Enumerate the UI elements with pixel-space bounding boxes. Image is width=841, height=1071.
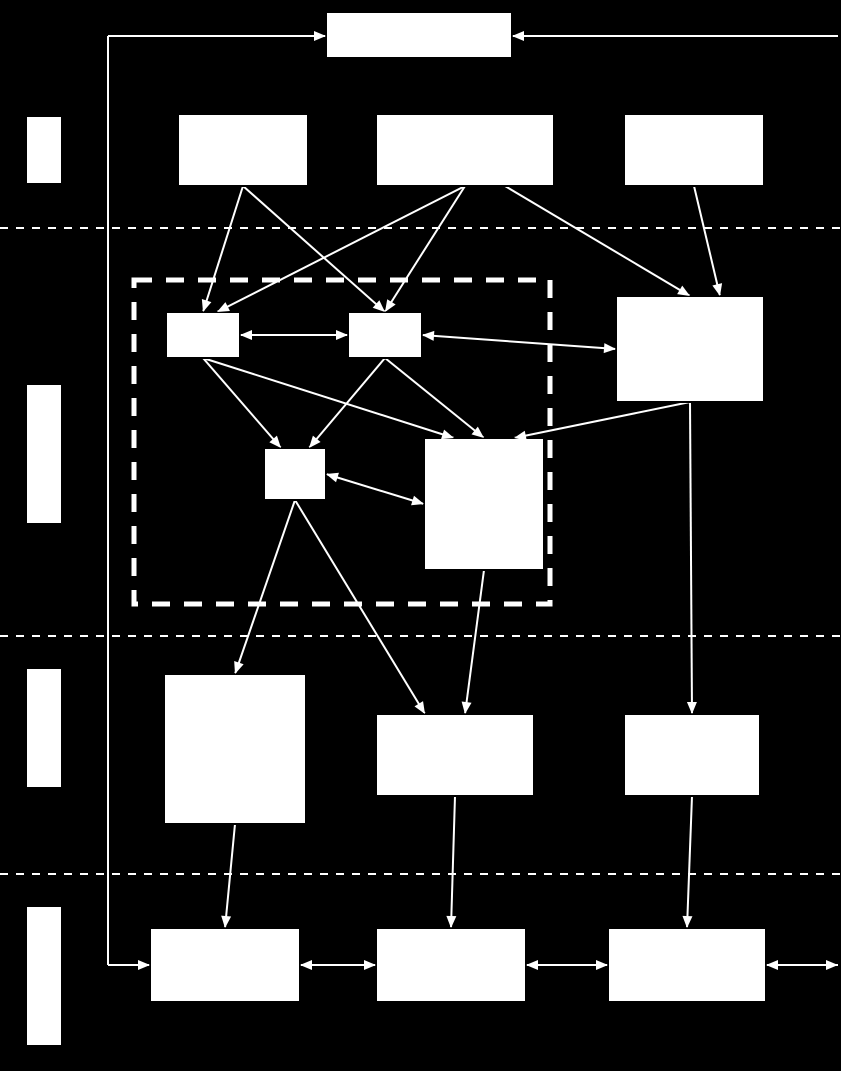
node-row1_a xyxy=(178,114,308,186)
node-row3_b xyxy=(376,714,534,796)
node-side_label_4 xyxy=(26,906,62,1046)
node-row3_a xyxy=(164,674,306,824)
diagram-svg xyxy=(0,0,841,1071)
node-mid_b xyxy=(348,312,422,358)
node-mid_c xyxy=(616,296,764,402)
node-row1_b xyxy=(376,114,554,186)
node-side_label_2 xyxy=(26,384,62,524)
node-row1_c xyxy=(624,114,764,186)
node-top_title xyxy=(326,12,512,58)
node-mid_d xyxy=(264,448,326,500)
node-row3_c xyxy=(624,714,760,796)
node-row4_b xyxy=(376,928,526,1002)
node-side_label_3 xyxy=(26,668,62,788)
node-row4_a xyxy=(150,928,300,1002)
node-row4_c xyxy=(608,928,766,1002)
node-mid_a xyxy=(166,312,240,358)
node-side_label_1 xyxy=(26,116,62,184)
node-mid_e xyxy=(424,438,544,570)
